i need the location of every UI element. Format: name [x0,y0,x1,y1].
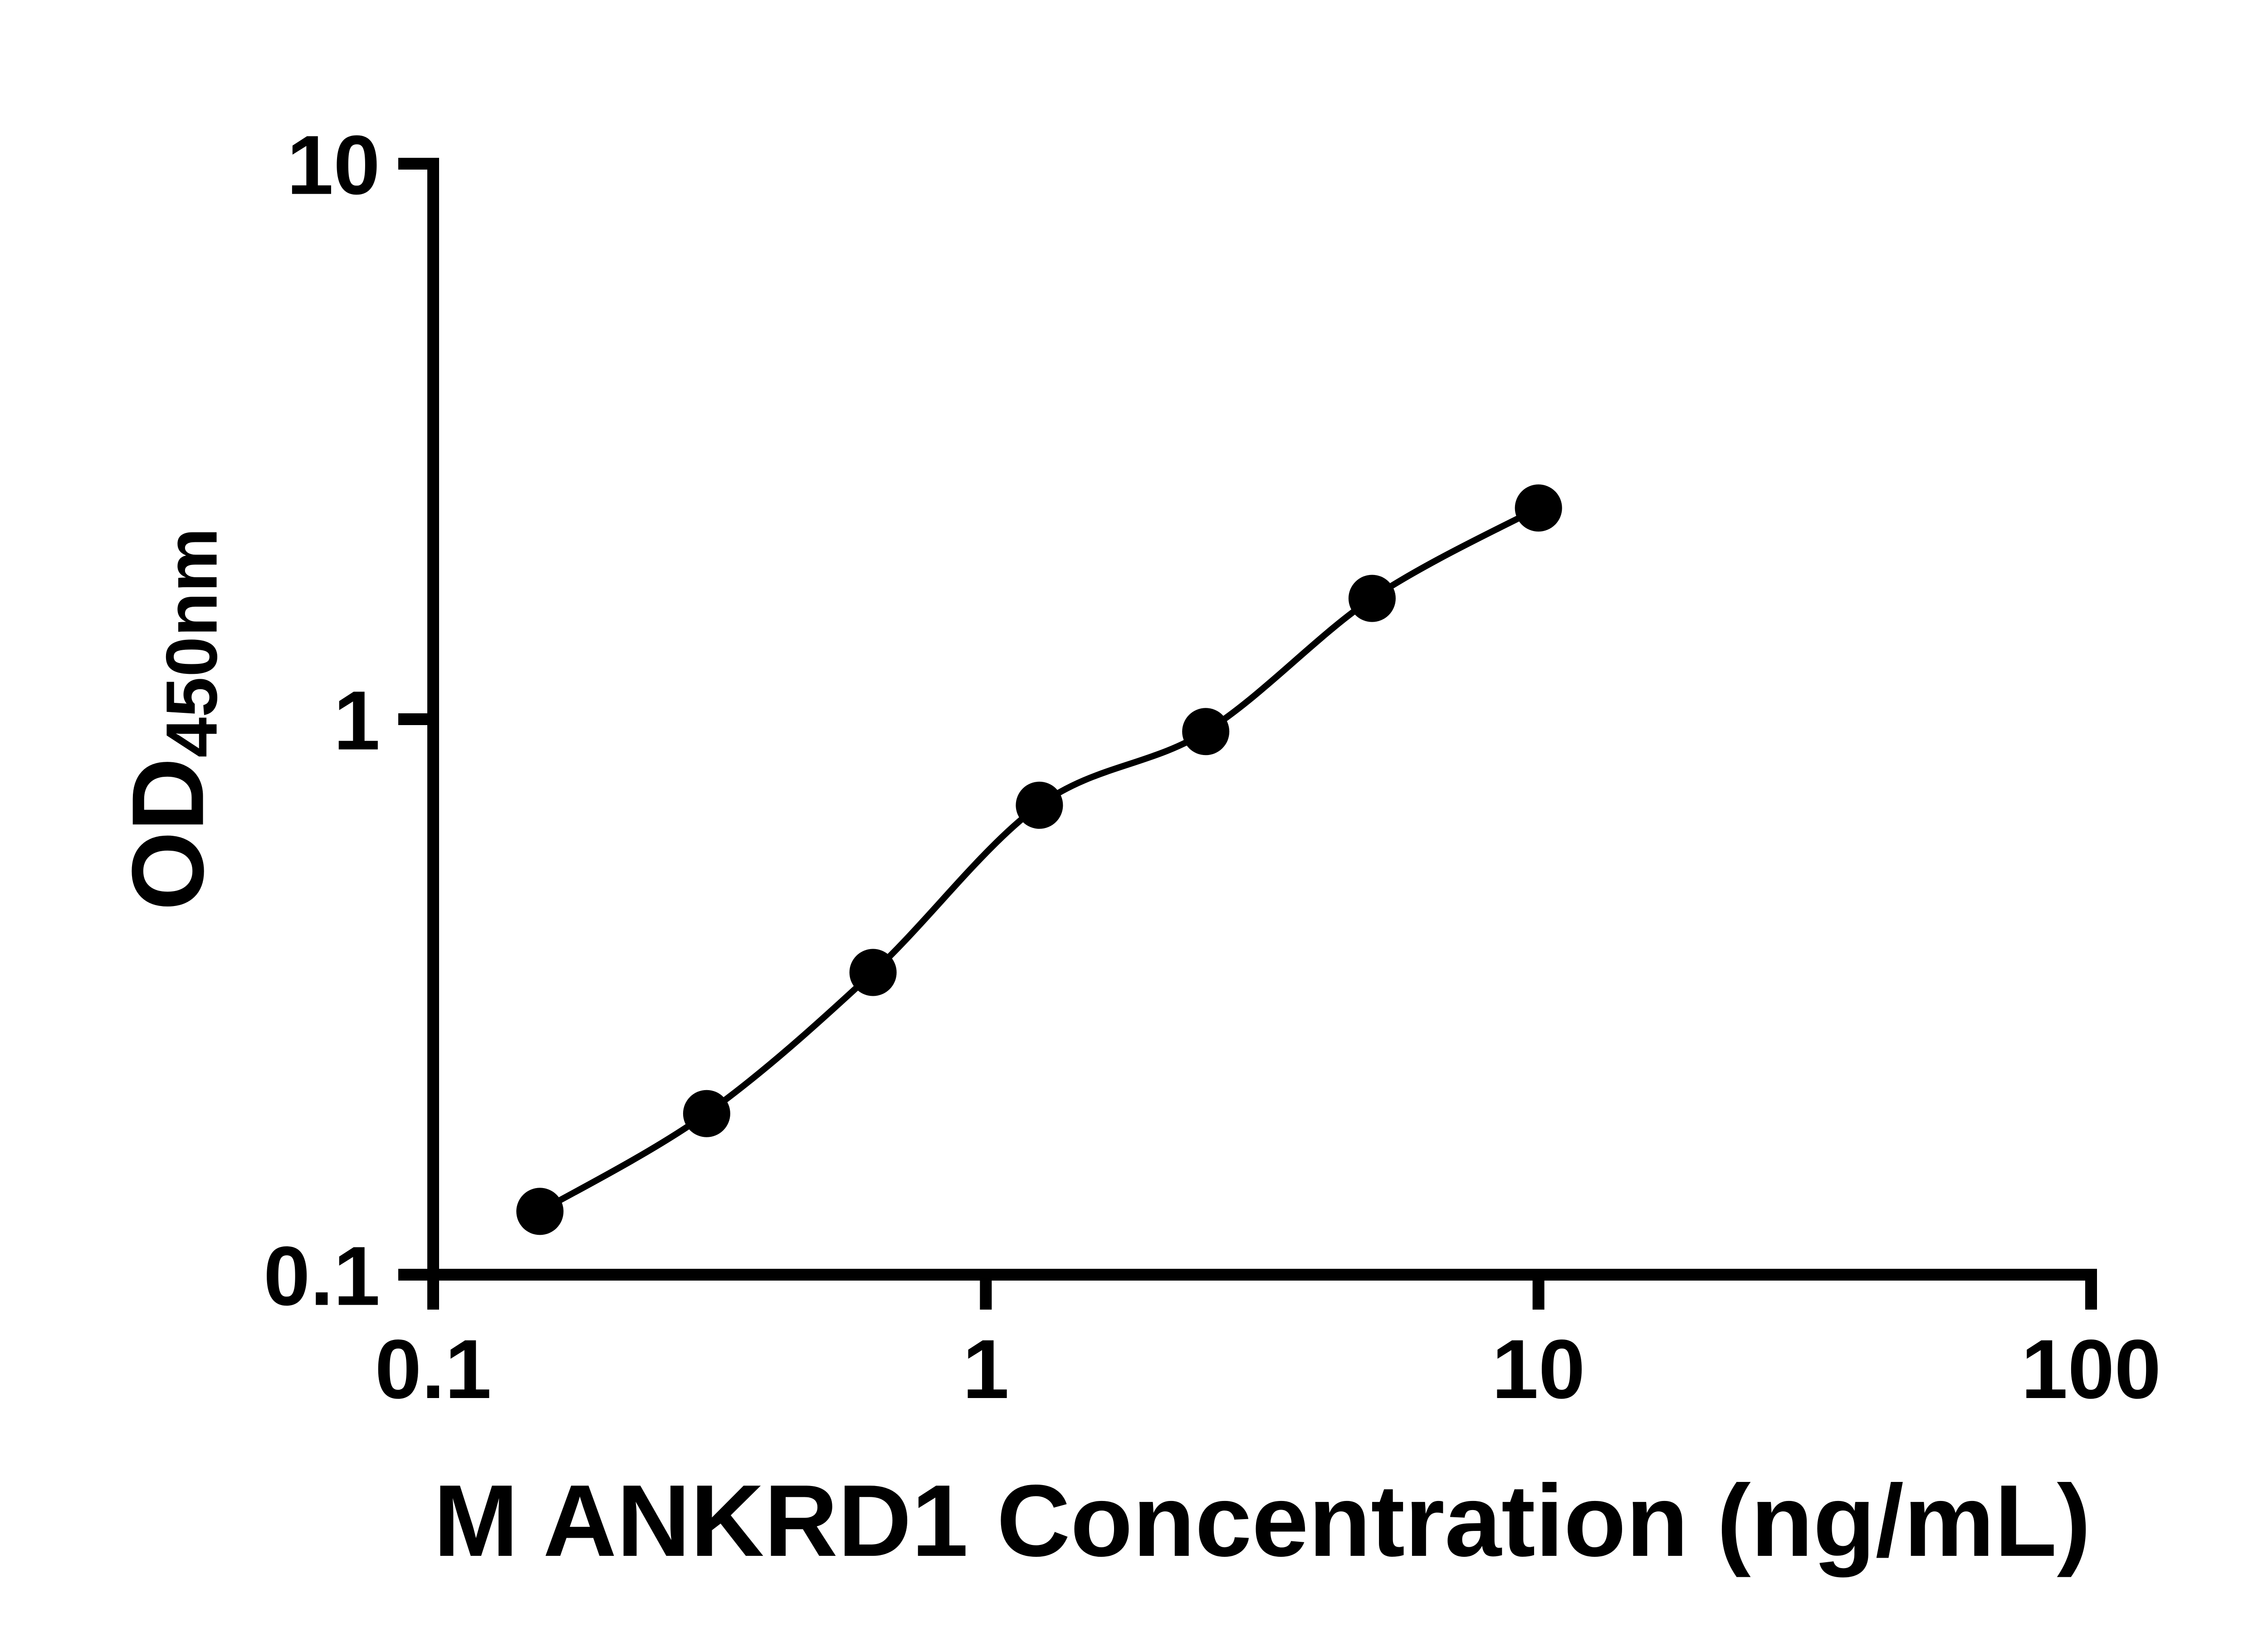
data-point [1515,484,1562,532]
x-axis-tick-label: 10 [1492,1323,1585,1416]
y-axis-title-subscript: 450nm [151,527,232,758]
plot-area: 0.1 1 10 100 0.1 1 10 [264,119,2161,1416]
data-point [1182,708,1230,755]
y-axis-tick-label: 0.1 [264,1230,380,1323]
data-point [849,949,897,996]
y-axis-title-main: OD [110,757,225,911]
y-axis-title: OD450nm [111,528,232,911]
y-axis-tick-label: 1 [333,674,380,768]
x-axis-tick-label: 100 [2021,1323,2161,1416]
x-axis-tick-label: 0.1 [375,1323,491,1416]
axes [427,158,2097,1281]
x-axis-tick-label: 1 [963,1323,1009,1416]
data-point [516,1188,564,1235]
standard-curve-chart: 0.1 1 10 100 0.1 1 10 OD450nm M ANKRD1 Concent… [18,7,2268,1625]
data-point [1016,781,1063,829]
data-point [683,1090,730,1137]
x-axis-title: M ANKRD1 Concentration (ng/mL) [433,1463,2091,1578]
data-point [1348,575,1396,622]
y-axis-tick-label: 10 [287,119,380,212]
